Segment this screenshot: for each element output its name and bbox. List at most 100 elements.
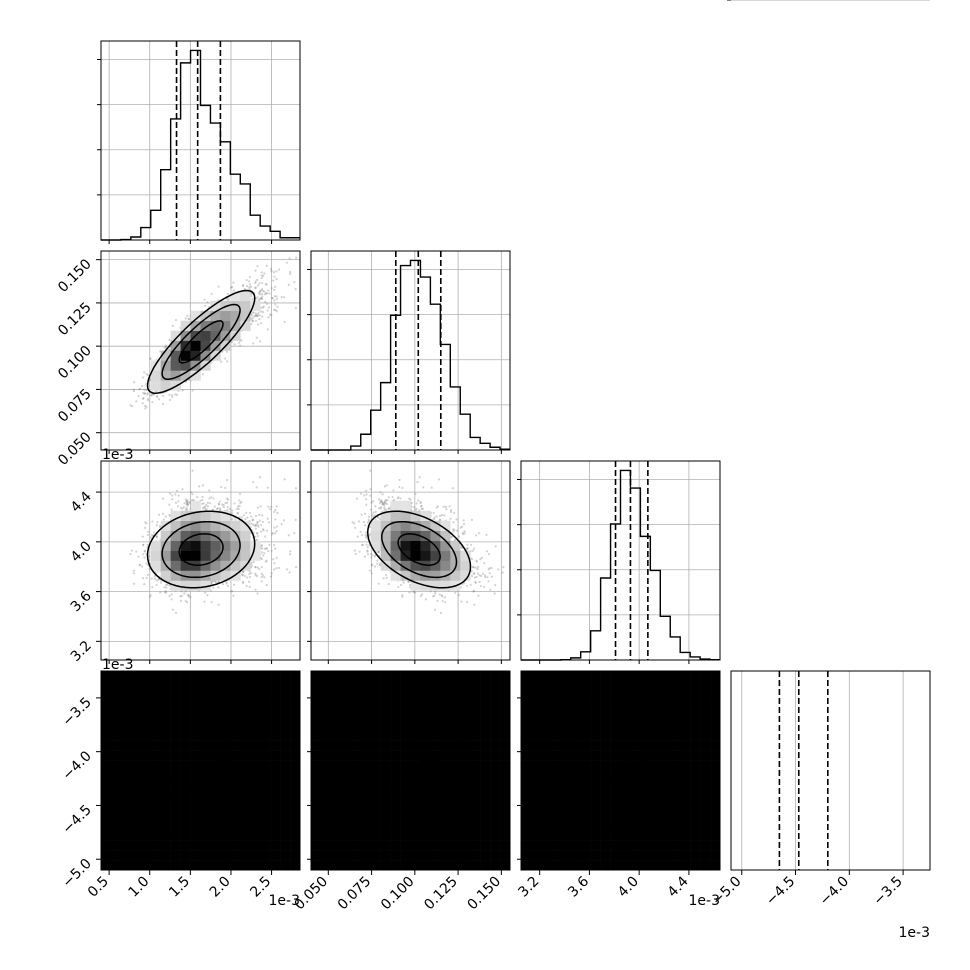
density-cell (240, 760, 251, 771)
density-cell (200, 310, 211, 321)
sample-point (263, 293, 267, 296)
density-cell (521, 850, 532, 861)
density-cell (200, 790, 211, 801)
sample-point (155, 579, 158, 582)
density-cell (120, 710, 132, 722)
y-offset-label: 1e-3 (102, 447, 133, 463)
contour-line (366, 510, 472, 589)
density-cell (400, 510, 411, 521)
density-cell (550, 780, 562, 791)
density-cell (430, 760, 441, 771)
density-cell (240, 300, 251, 311)
sample-point (441, 599, 444, 603)
density-cell (650, 790, 661, 801)
density-cell (560, 720, 572, 731)
density-cell (140, 860, 152, 870)
density-cell (690, 850, 701, 861)
sample-point (363, 512, 367, 515)
sample-point (220, 360, 223, 363)
sample-point (386, 499, 389, 502)
density-cell (470, 850, 481, 861)
density-cell (480, 760, 491, 771)
density-cell (250, 850, 261, 861)
density-cell (670, 780, 681, 791)
density-cell (320, 730, 332, 741)
density-cell (680, 860, 691, 870)
density-cell (540, 750, 552, 761)
density-cell (200, 750, 211, 761)
density-cell (680, 770, 691, 781)
contour-line (146, 744, 256, 851)
sample-point (143, 404, 147, 407)
density-cell (270, 800, 281, 811)
density-cell (210, 540, 221, 551)
density-cell (521, 820, 532, 831)
y-tick-label: 0.150 (55, 256, 95, 296)
density-cell (710, 860, 720, 870)
sample-point (435, 515, 438, 518)
density-cell (330, 750, 342, 761)
density-cell (390, 700, 401, 712)
density-cell (440, 840, 451, 851)
sample-point (364, 524, 367, 527)
density-cell (380, 760, 391, 771)
density-cell (590, 690, 601, 702)
contour-line (602, 758, 661, 837)
density-cell (220, 710, 231, 722)
sample-point (354, 526, 357, 529)
density-cell (460, 810, 471, 821)
sample-point (204, 505, 207, 508)
density-cell (480, 780, 491, 791)
density-cell (710, 760, 720, 771)
density-cell (640, 770, 651, 781)
density-cell (350, 800, 362, 811)
sample-point (271, 297, 274, 300)
density-cell (630, 690, 641, 702)
density-cell (710, 671, 720, 682)
density-cell (640, 830, 651, 841)
sample-point (255, 538, 259, 542)
sample-point (401, 594, 404, 597)
density-cell (330, 810, 342, 821)
sample-point (414, 591, 417, 594)
density-cell (150, 830, 161, 841)
sample-point (283, 320, 286, 324)
density-cell (220, 570, 231, 581)
sample-point (266, 486, 269, 489)
density-cell (390, 520, 401, 531)
y-tick-label: −4.0 (59, 748, 94, 783)
density-cell (480, 740, 491, 751)
density-cell (410, 740, 421, 751)
density-cell (540, 800, 552, 811)
sample-point (258, 567, 261, 571)
density-cell (670, 850, 681, 861)
sample-point (258, 513, 261, 517)
density-cell (101, 780, 112, 791)
density-cell (311, 770, 322, 781)
density-cell (110, 760, 122, 771)
sample-point (224, 357, 227, 360)
sample-point (275, 505, 278, 508)
sample-point (407, 580, 410, 583)
density-cell (710, 770, 720, 781)
density-cell (450, 690, 461, 702)
sample-point (252, 560, 255, 564)
density-cell (240, 540, 251, 551)
sample-point (270, 572, 273, 575)
density-cell (460, 800, 471, 811)
density-cell (390, 760, 401, 771)
density-cell (230, 550, 241, 561)
density-cell (180, 570, 191, 581)
density-cell (370, 800, 381, 811)
sample-point (482, 585, 486, 588)
sample-point (236, 512, 239, 515)
density-cell (320, 720, 332, 731)
sample-point (252, 342, 255, 345)
sample-point (269, 313, 272, 316)
density-cell (600, 671, 611, 682)
sample-point (373, 555, 377, 558)
density-cell (270, 850, 281, 861)
density-cell (600, 840, 611, 851)
sample-point (241, 284, 245, 287)
